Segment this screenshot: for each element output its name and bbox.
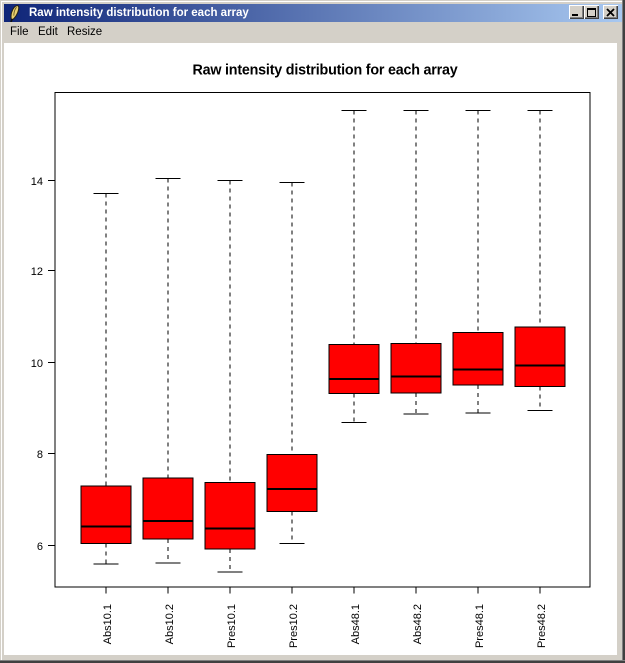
svg-text:Pres10.1: Pres10.1 (226, 604, 238, 648)
svg-text:Abs48.2: Abs48.2 (412, 604, 424, 644)
svg-text:14: 14 (31, 176, 43, 188)
svg-text:Pres48.2: Pres48.2 (536, 604, 548, 648)
svg-text:Pres10.2: Pres10.2 (288, 604, 300, 648)
svg-text:10: 10 (31, 358, 43, 370)
svg-text:12: 12 (31, 266, 43, 278)
svg-text:6: 6 (37, 541, 43, 553)
svg-text:Pres48.1: Pres48.1 (474, 604, 486, 648)
svg-text:Abs10.2: Abs10.2 (164, 604, 176, 644)
svg-text:8: 8 (37, 449, 43, 461)
svg-text:Abs48.1: Abs48.1 (350, 604, 362, 644)
svg-text:Raw intensity distribution for: Raw intensity distribution for each arra… (192, 63, 457, 79)
svg-text:Abs10.1: Abs10.1 (102, 604, 114, 644)
